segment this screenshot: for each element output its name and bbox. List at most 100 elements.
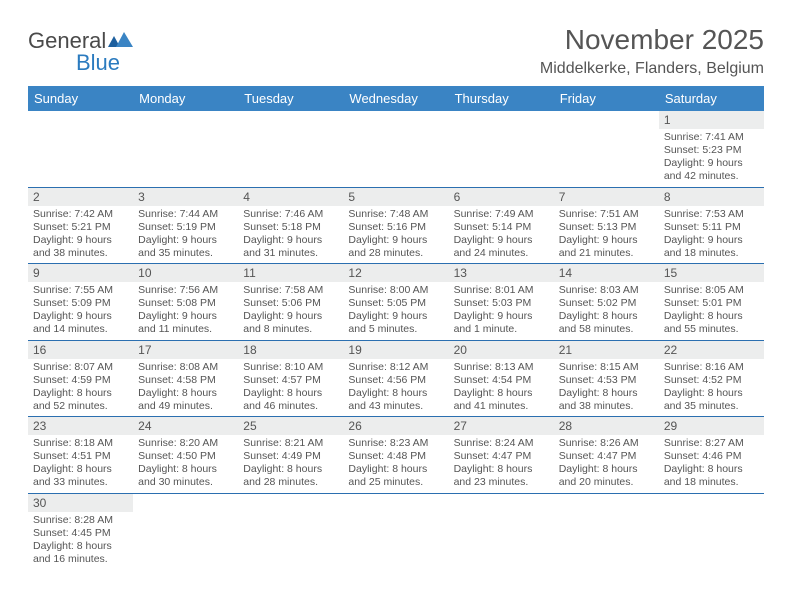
- day-number: 25: [238, 417, 343, 435]
- day-details: Sunrise: 8:10 AMSunset: 4:57 PMDaylight:…: [238, 359, 343, 417]
- day-number: 10: [133, 264, 238, 282]
- calendar-cell: 12Sunrise: 8:00 AMSunset: 5:05 PMDayligh…: [343, 264, 448, 341]
- day-details: Sunrise: 8:27 AMSunset: 4:46 PMDaylight:…: [659, 435, 764, 493]
- calendar-cell: 2Sunrise: 7:42 AMSunset: 5:21 PMDaylight…: [28, 187, 133, 264]
- dow-thursday: Thursday: [449, 86, 554, 111]
- day-number: 26: [343, 417, 448, 435]
- day-number: 8: [659, 188, 764, 206]
- day-number: 22: [659, 341, 764, 359]
- day-number: 24: [133, 417, 238, 435]
- day-details: Sunrise: 8:18 AMSunset: 4:51 PMDaylight:…: [28, 435, 133, 493]
- calendar-week-row: 1Sunrise: 7:41 AMSunset: 5:23 PMDaylight…: [28, 111, 764, 187]
- day-details: Sunrise: 7:41 AMSunset: 5:23 PMDaylight:…: [659, 129, 764, 187]
- calendar-cell: 27Sunrise: 8:24 AMSunset: 4:47 PMDayligh…: [449, 417, 554, 494]
- day-number: 28: [554, 417, 659, 435]
- day-details: Sunrise: 7:55 AMSunset: 5:09 PMDaylight:…: [28, 282, 133, 340]
- calendar-cell: [133, 493, 238, 569]
- day-details: Sunrise: 7:56 AMSunset: 5:08 PMDaylight:…: [133, 282, 238, 340]
- calendar-cell: 26Sunrise: 8:23 AMSunset: 4:48 PMDayligh…: [343, 417, 448, 494]
- day-number: 6: [449, 188, 554, 206]
- day-details: Sunrise: 8:08 AMSunset: 4:58 PMDaylight:…: [133, 359, 238, 417]
- day-number: 1: [659, 111, 764, 129]
- calendar-cell: 10Sunrise: 7:56 AMSunset: 5:08 PMDayligh…: [133, 264, 238, 341]
- day-details: Sunrise: 8:23 AMSunset: 4:48 PMDaylight:…: [343, 435, 448, 493]
- flag-icon: [108, 30, 134, 52]
- calendar-cell: [554, 493, 659, 569]
- calendar-table: Sunday Monday Tuesday Wednesday Thursday…: [28, 86, 764, 569]
- calendar-cell: [343, 111, 448, 187]
- day-number: 13: [449, 264, 554, 282]
- calendar-cell: 8Sunrise: 7:53 AMSunset: 5:11 PMDaylight…: [659, 187, 764, 264]
- day-number: 17: [133, 341, 238, 359]
- calendar-cell: 7Sunrise: 7:51 AMSunset: 5:13 PMDaylight…: [554, 187, 659, 264]
- calendar-cell: 9Sunrise: 7:55 AMSunset: 5:09 PMDaylight…: [28, 264, 133, 341]
- logo-text-2: Blue: [76, 50, 120, 75]
- dow-wednesday: Wednesday: [343, 86, 448, 111]
- day-details: Sunrise: 7:58 AMSunset: 5:06 PMDaylight:…: [238, 282, 343, 340]
- calendar-cell: 4Sunrise: 7:46 AMSunset: 5:18 PMDaylight…: [238, 187, 343, 264]
- logo: GeneralBlue: [28, 24, 134, 74]
- day-details: Sunrise: 7:48 AMSunset: 5:16 PMDaylight:…: [343, 206, 448, 264]
- calendar-cell: [238, 111, 343, 187]
- day-number: 15: [659, 264, 764, 282]
- calendar-cell: 25Sunrise: 8:21 AMSunset: 4:49 PMDayligh…: [238, 417, 343, 494]
- calendar-cell: 24Sunrise: 8:20 AMSunset: 4:50 PMDayligh…: [133, 417, 238, 494]
- calendar-cell: [133, 111, 238, 187]
- day-details: Sunrise: 8:05 AMSunset: 5:01 PMDaylight:…: [659, 282, 764, 340]
- day-number: 3: [133, 188, 238, 206]
- calendar-cell: 14Sunrise: 8:03 AMSunset: 5:02 PMDayligh…: [554, 264, 659, 341]
- day-number: 4: [238, 188, 343, 206]
- calendar-cell: 6Sunrise: 7:49 AMSunset: 5:14 PMDaylight…: [449, 187, 554, 264]
- day-number: 11: [238, 264, 343, 282]
- day-number: 7: [554, 188, 659, 206]
- calendar-cell: [238, 493, 343, 569]
- location: Middelkerke, Flanders, Belgium: [540, 60, 764, 78]
- dow-saturday: Saturday: [659, 86, 764, 111]
- dow-monday: Monday: [133, 86, 238, 111]
- day-details: Sunrise: 7:51 AMSunset: 5:13 PMDaylight:…: [554, 206, 659, 264]
- calendar-cell: 21Sunrise: 8:15 AMSunset: 4:53 PMDayligh…: [554, 340, 659, 417]
- day-details: Sunrise: 8:21 AMSunset: 4:49 PMDaylight:…: [238, 435, 343, 493]
- header: GeneralBlue November 2025 Middelkerke, F…: [28, 24, 764, 78]
- calendar-cell: 18Sunrise: 8:10 AMSunset: 4:57 PMDayligh…: [238, 340, 343, 417]
- calendar-cell: 3Sunrise: 7:44 AMSunset: 5:19 PMDaylight…: [133, 187, 238, 264]
- calendar-cell: [28, 111, 133, 187]
- calendar-cell: 16Sunrise: 8:07 AMSunset: 4:59 PMDayligh…: [28, 340, 133, 417]
- calendar-week-row: 23Sunrise: 8:18 AMSunset: 4:51 PMDayligh…: [28, 417, 764, 494]
- day-details: Sunrise: 8:07 AMSunset: 4:59 PMDaylight:…: [28, 359, 133, 417]
- calendar-week-row: 16Sunrise: 8:07 AMSunset: 4:59 PMDayligh…: [28, 340, 764, 417]
- day-details: Sunrise: 8:26 AMSunset: 4:47 PMDaylight:…: [554, 435, 659, 493]
- day-number: 16: [28, 341, 133, 359]
- calendar-cell: [659, 493, 764, 569]
- calendar-week-row: 9Sunrise: 7:55 AMSunset: 5:09 PMDaylight…: [28, 264, 764, 341]
- day-details: Sunrise: 8:00 AMSunset: 5:05 PMDaylight:…: [343, 282, 448, 340]
- day-details: Sunrise: 8:12 AMSunset: 4:56 PMDaylight:…: [343, 359, 448, 417]
- dow-sunday: Sunday: [28, 86, 133, 111]
- calendar-cell: 29Sunrise: 8:27 AMSunset: 4:46 PMDayligh…: [659, 417, 764, 494]
- day-number: 29: [659, 417, 764, 435]
- day-details: Sunrise: 7:44 AMSunset: 5:19 PMDaylight:…: [133, 206, 238, 264]
- calendar-cell: [449, 111, 554, 187]
- calendar-cell: 23Sunrise: 8:18 AMSunset: 4:51 PMDayligh…: [28, 417, 133, 494]
- calendar-week-row: 30Sunrise: 8:28 AMSunset: 4:45 PMDayligh…: [28, 493, 764, 569]
- day-details: Sunrise: 8:01 AMSunset: 5:03 PMDaylight:…: [449, 282, 554, 340]
- day-details: Sunrise: 8:24 AMSunset: 4:47 PMDaylight:…: [449, 435, 554, 493]
- day-details: Sunrise: 7:53 AMSunset: 5:11 PMDaylight:…: [659, 206, 764, 264]
- dow-friday: Friday: [554, 86, 659, 111]
- day-number: 21: [554, 341, 659, 359]
- day-number: 27: [449, 417, 554, 435]
- calendar-cell: [343, 493, 448, 569]
- day-number: 5: [343, 188, 448, 206]
- calendar-cell: 22Sunrise: 8:16 AMSunset: 4:52 PMDayligh…: [659, 340, 764, 417]
- calendar-cell: 17Sunrise: 8:08 AMSunset: 4:58 PMDayligh…: [133, 340, 238, 417]
- day-number: 12: [343, 264, 448, 282]
- calendar-week-row: 2Sunrise: 7:42 AMSunset: 5:21 PMDaylight…: [28, 187, 764, 264]
- calendar-cell: 13Sunrise: 8:01 AMSunset: 5:03 PMDayligh…: [449, 264, 554, 341]
- calendar-cell: 1Sunrise: 7:41 AMSunset: 5:23 PMDaylight…: [659, 111, 764, 187]
- calendar-cell: [554, 111, 659, 187]
- day-details: Sunrise: 7:42 AMSunset: 5:21 PMDaylight:…: [28, 206, 133, 264]
- day-details: Sunrise: 8:28 AMSunset: 4:45 PMDaylight:…: [28, 512, 133, 570]
- day-details: Sunrise: 7:46 AMSunset: 5:18 PMDaylight:…: [238, 206, 343, 264]
- day-details: Sunrise: 8:16 AMSunset: 4:52 PMDaylight:…: [659, 359, 764, 417]
- day-details: Sunrise: 8:13 AMSunset: 4:54 PMDaylight:…: [449, 359, 554, 417]
